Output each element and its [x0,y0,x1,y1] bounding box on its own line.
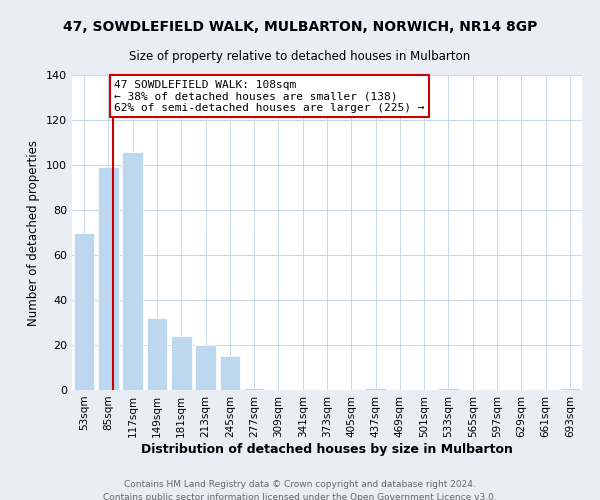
Bar [220,356,240,390]
Bar [122,152,143,390]
Bar [438,388,459,390]
Text: Contains public sector information licensed under the Open Government Licence v3: Contains public sector information licen… [103,492,497,500]
Bar [74,232,94,390]
Text: 47 SOWDLEFIELD WALK: 108sqm
← 38% of detached houses are smaller (138)
62% of se: 47 SOWDLEFIELD WALK: 108sqm ← 38% of det… [114,80,425,112]
Text: 47, SOWDLEFIELD WALK, MULBARTON, NORWICH, NR14 8GP: 47, SOWDLEFIELD WALK, MULBARTON, NORWICH… [63,20,537,34]
Bar [146,318,167,390]
Bar [365,388,386,390]
Y-axis label: Number of detached properties: Number of detached properties [28,140,40,326]
Bar [560,388,580,390]
Text: Contains HM Land Registry data © Crown copyright and database right 2024.: Contains HM Land Registry data © Crown c… [124,480,476,489]
Text: Size of property relative to detached houses in Mulbarton: Size of property relative to detached ho… [130,50,470,63]
Bar [98,167,119,390]
Bar [171,336,191,390]
Bar [244,388,265,390]
Bar [195,345,216,390]
X-axis label: Distribution of detached houses by size in Mulbarton: Distribution of detached houses by size … [141,442,513,456]
